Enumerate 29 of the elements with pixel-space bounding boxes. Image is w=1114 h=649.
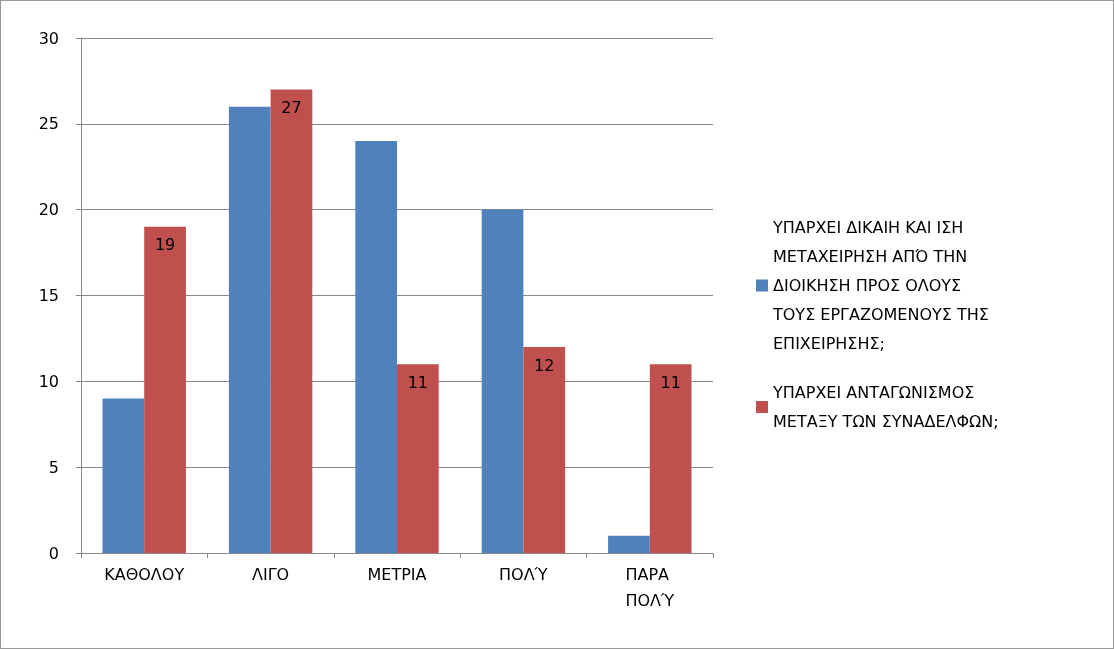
- y-tick-label: 15: [38, 286, 59, 305]
- bar: [649, 364, 692, 553]
- bar: [144, 226, 186, 553]
- data-label: 19: [154, 235, 176, 255]
- y-tick-label: 30: [38, 28, 59, 48]
- data-label: 27: [281, 98, 302, 117]
- bar: [270, 89, 313, 553]
- bar: [481, 209, 524, 553]
- x-tick-label: ΛΙΓΟ: [252, 564, 290, 584]
- data-label: 11: [407, 372, 429, 392]
- bar: [102, 398, 145, 553]
- bar: [397, 364, 439, 553]
- legend-label: ΥΠΑΡΧΕΙ ΑΝΤΑΓΩΝΙΣΜΟΣ ΜΕΤΑΞΥ ΤΩΝ ΣΥΝΑΔΕΛΦΩΝ;: [772, 383, 999, 431]
- x-tick-label: ΠΑΡΑ ΠΟΛΎ: [625, 564, 675, 610]
- data-label: 11: [660, 372, 681, 392]
- y-tick-label: 10: [38, 371, 59, 391]
- y-tick-label: 25: [38, 114, 59, 134]
- bar: [523, 347, 566, 553]
- x-tick-label: ΚΑΘΟΛΟΥ: [104, 564, 185, 584]
- x-tick-label: ΠΟΛΎ: [499, 564, 549, 584]
- data-label: 12: [534, 355, 555, 375]
- bar: [608, 535, 650, 553]
- bar: [228, 106, 271, 553]
- legend-label: ΥΠΑΡΧΕΙ ΔΙΚΑΙΗ ΚΑΙ ΙΣΗ ΜΕΤΑΧΕΙΡΗΣΗ ΑΠΌ ΤΗΝ ΔΙΟΙΚΗΣΗ ΠΡΟΣ ΟΛΟΥΣ ΤΟΥΣ ΕΡΓΑΖΟΜΕΝΟΥΣ ΤΗΣ ΕΠΙΧΕΙΡΗΣΗΣ;: [772, 218, 994, 353]
- bar: [355, 141, 397, 553]
- y-tick-label: 5: [48, 457, 59, 477]
- y-tick-label: 0: [48, 543, 59, 563]
- x-tick-label: ΜΕΤΡΙΑ: [367, 564, 427, 584]
- y-tick-label: 20: [38, 200, 59, 220]
